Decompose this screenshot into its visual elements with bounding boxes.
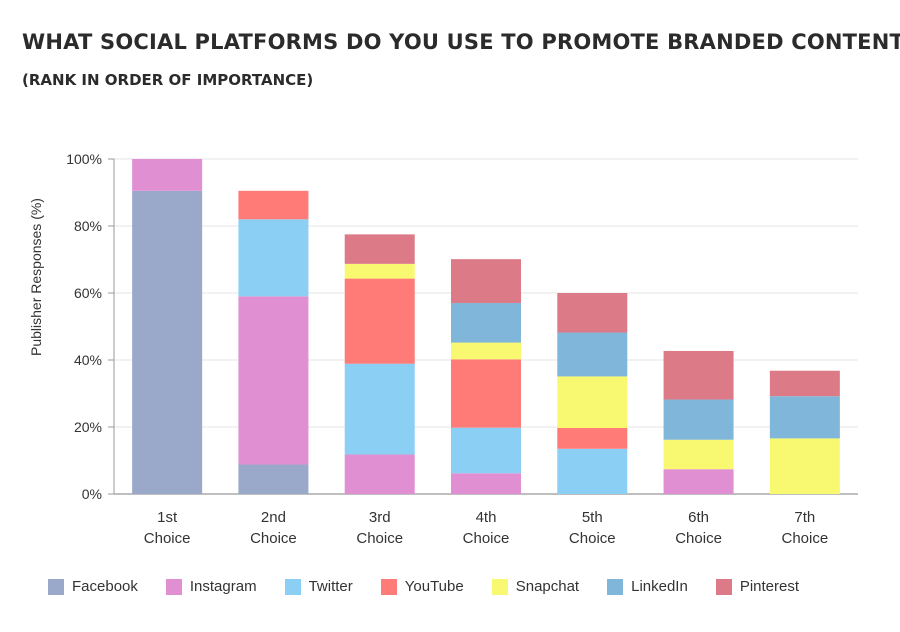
x-category-label: Choice [463,530,510,547]
bar-segment-twitter [344,363,415,455]
bar-segment-youtube [344,278,415,364]
x-axis-labels: 1st Choice 2nd Choice 3rd Choice 4th Choice 5th C… [144,509,828,547]
legend-label: YouTube [404,578,464,595]
y-tick-label: 80% [74,218,102,234]
x-category-label: 1st [157,509,178,526]
x-category-label: 6th [688,509,709,526]
bar-segment-linkedin [451,303,521,343]
bars [132,159,840,494]
y-axis: 0% 20% 40% 60% 80% 100% [66,151,115,502]
legend-label: Snapchat [515,578,580,595]
bar-segment-pinterest [344,234,415,264]
bar-segment-linkedin [557,332,628,377]
legend-swatch [380,578,397,595]
y-tick-label: 20% [74,419,102,435]
legend-label: Facebook [72,578,138,595]
bar-segment-pinterest [451,259,521,304]
bar-segment-pinterest [663,350,734,400]
bar-segment-twitter [451,427,521,474]
bar-segment-instagram [344,454,415,494]
x-category-label: Choice [782,530,829,547]
bar-segment-youtube [238,190,309,220]
bar-segment-linkedin [769,396,840,439]
x-category-label: 3rd [369,509,391,526]
bar-segment-youtube [557,428,628,449]
x-category-label: 7th [794,509,815,526]
chart-subtitle: (RANK IN ORDER OF IMPORTANCE) [22,71,314,89]
bar-segment-linkedin [663,399,734,440]
bar-segment-snapchat [451,342,521,360]
legend-label: Instagram [189,578,257,595]
x-category-label: Choice [144,530,191,547]
y-tick-label: 100% [66,151,102,167]
bar-segment-snapchat [344,263,415,279]
x-category-label: Choice [569,530,616,547]
bar-segment-twitter [238,219,309,297]
bar-segment-youtube [451,359,521,428]
legend-item-instagram: Instagram [165,578,257,595]
x-category-label: Choice [675,530,722,547]
bar-segment-instagram [238,296,309,465]
bar-segment-facebook [238,464,309,494]
x-category-label: 5th [582,509,603,526]
legend-swatch [165,578,182,595]
legend-item-snapchat: Snapchat [491,578,580,595]
legend-item-pinterest: Pinterest [715,578,800,595]
legend-swatch [715,578,732,595]
legend: Facebook Instagram Twitter YouTube Snapchat L… [48,578,827,595]
chart-title: WHAT SOCIAL PLATFORMS DO YOU USE TO PROM… [22,30,900,54]
legend-label: Pinterest [739,578,800,595]
x-category-label: Choice [356,530,403,547]
legend-item-linkedin: LinkedIn [607,578,688,595]
bar-segment-snapchat [557,376,628,429]
bar-segment-pinterest [769,370,840,397]
bar-segment-facebook [132,190,203,494]
legend-item-twitter: Twitter [284,578,353,595]
x-category-label: Choice [250,530,297,547]
y-tick-label: 40% [74,352,102,368]
x-category-label: 2nd [261,509,286,526]
bar-segment-snapchat [769,438,840,494]
x-category-label: 4th [476,509,497,526]
y-axis-title: Publisher Responses (%) [28,198,44,356]
bar-segment-snapchat [663,439,734,470]
legend-swatch [284,578,301,595]
legend-label: LinkedIn [631,578,688,595]
bar-segment-twitter [557,448,628,494]
y-tick-label: 60% [74,285,102,301]
legend-item-youtube: YouTube [380,578,464,595]
legend-swatch [491,578,508,595]
bar-segment-instagram [451,473,521,494]
legend-swatch [607,578,624,595]
bar-segment-instagram [132,159,203,191]
bar-segment-pinterest [557,293,628,333]
legend-label: Twitter [308,578,353,595]
bar-segment-instagram [663,469,734,494]
y-tick-label: 0% [82,486,102,502]
legend-item-facebook: Facebook [48,578,138,595]
legend-swatch [48,578,64,595]
